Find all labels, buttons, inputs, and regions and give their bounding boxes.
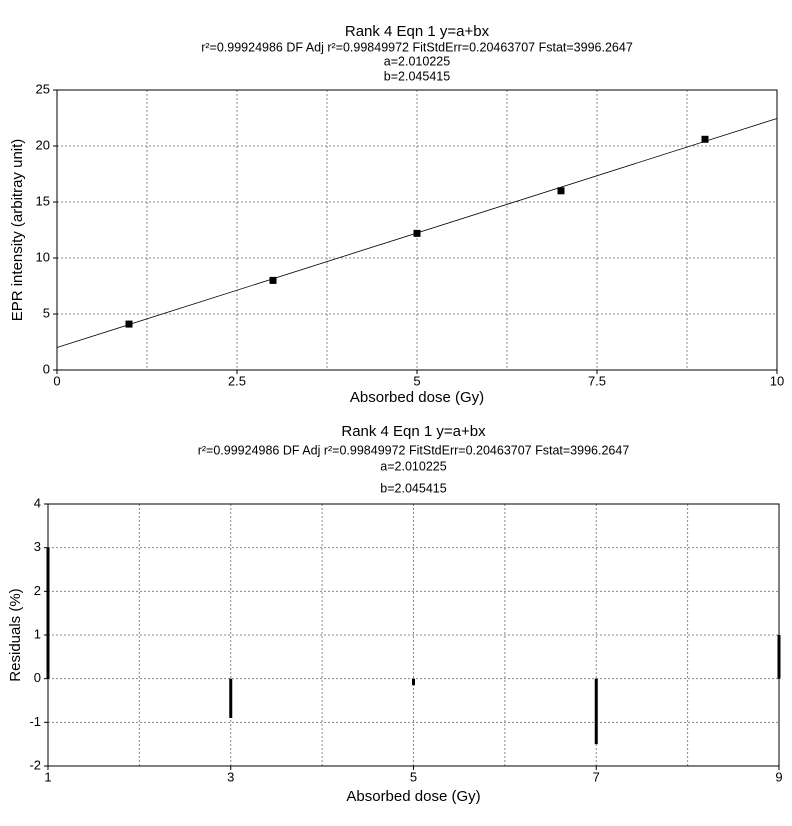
y-tick-label: 0 [34, 670, 41, 685]
data-point [269, 276, 277, 284]
y-tick-label: -2 [29, 757, 41, 772]
bar [594, 678, 598, 745]
annotation: a=2.010225 [384, 54, 450, 68]
data-point [701, 135, 709, 143]
y-axis-label: EPR intensity (arbitray unit) [9, 139, 26, 322]
x-tick-label: 0 [53, 373, 60, 388]
y-tick-label: 3 [34, 539, 41, 554]
x-tick-label: 5 [410, 769, 417, 784]
x-tick-label: 5 [413, 373, 420, 388]
y-tick-label: -1 [29, 714, 41, 729]
x-axis-label: Absorbed dose (Gy) [350, 389, 484, 406]
x-tick-label: 2.5 [228, 373, 246, 388]
chart-subtitle: r²=0.99924986 DF Adj r²=0.99849972 FitSt… [201, 40, 633, 54]
x-axis-label: Absorbed dose (Gy) [346, 788, 480, 805]
bar [777, 635, 781, 679]
x-tick-label: 3 [227, 769, 234, 784]
data-point [413, 229, 421, 237]
annotation: a=2.010225 [380, 459, 446, 473]
chart-title: Rank 4 Eqn 1 y=a+bx [341, 423, 486, 440]
x-tick-label: 1 [44, 769, 51, 784]
annotation: b=2.045415 [380, 481, 446, 495]
data-point [557, 187, 565, 195]
y-tick-label: 2 [34, 583, 41, 598]
y-tick-label: 1 [34, 626, 41, 641]
bar [46, 547, 50, 679]
y-tick-label: 5 [43, 305, 50, 320]
y-tick-label: 25 [36, 81, 50, 96]
y-tick-label: 20 [36, 137, 50, 152]
x-tick-label: 9 [775, 769, 782, 784]
bar [229, 678, 233, 718]
annotation: b=2.045415 [384, 69, 450, 83]
bar [412, 678, 415, 686]
x-tick-label: 7.5 [588, 373, 606, 388]
y-tick-label: 0 [43, 361, 50, 376]
chart-title: Rank 4 Eqn 1 y=a+bx [345, 23, 490, 40]
data-point [125, 320, 133, 328]
x-tick-label: 7 [593, 769, 600, 784]
y-axis-label: Residuals (%) [7, 588, 24, 681]
y-tick-label: 10 [36, 249, 50, 264]
y-tick-label: 15 [36, 193, 50, 208]
y-tick-label: 4 [34, 495, 41, 510]
chart-subtitle: r²=0.99924986 DF Adj r²=0.99849972 FitSt… [198, 443, 630, 457]
x-tick-label: 10 [770, 373, 784, 388]
